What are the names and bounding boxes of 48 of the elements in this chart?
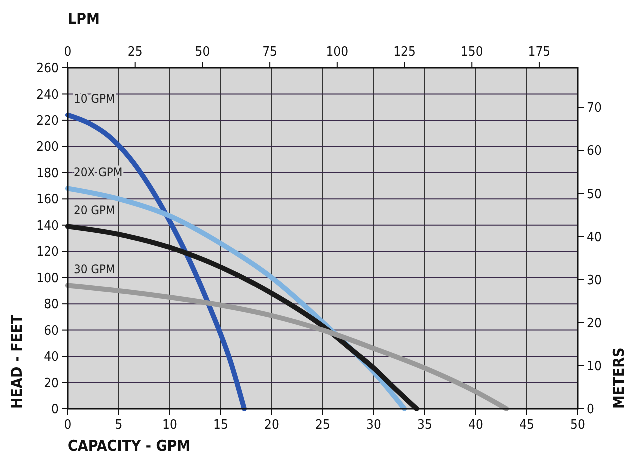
y-tick-label: 160	[36, 192, 59, 208]
x-tick-label: 30	[366, 418, 382, 433]
x-tick-label: 10	[162, 418, 178, 433]
y-tick-label: 180	[36, 166, 59, 182]
x2-tick-label: 175	[528, 45, 551, 60]
x-tick-label: 40	[468, 418, 484, 433]
y-axis-title: HEAD - FEET	[8, 314, 26, 409]
y-tick-label: 260	[36, 62, 59, 77]
x-axis-title: CAPACITY - GPM	[68, 437, 191, 455]
series-label: 20 GPM	[74, 204, 116, 218]
y2-tick-label: 60	[587, 144, 602, 160]
x2-axis-title: LPM	[68, 10, 100, 28]
y2-tick-label: 10	[587, 359, 602, 374]
y-tick-label: 140	[36, 218, 59, 234]
y-tick-label: 100	[36, 271, 59, 286]
y2-tick-label: 40	[587, 230, 602, 246]
x-tick-label: 15	[214, 418, 228, 433]
y-tick-label: 20	[44, 376, 59, 392]
x-tick-label: 35	[418, 418, 432, 433]
y-tick-label: 80	[44, 298, 59, 313]
x-tick-label: 5	[115, 418, 123, 433]
x-tick-label: 0	[64, 418, 72, 433]
x2-tick-label: 75	[262, 45, 278, 60]
y2-tick-label: 50	[587, 187, 602, 202]
x2-tick-label: 150	[460, 45, 484, 60]
series-label: 30 GPM	[74, 262, 116, 277]
x2-tick-label: 50	[195, 45, 210, 60]
y-tick-label: 120	[36, 245, 59, 260]
y-tick-label: 40	[44, 350, 59, 366]
y-tick-label: 220	[36, 114, 59, 130]
x2-tick-label: 125	[394, 45, 416, 60]
x2-tick-label: 0	[64, 45, 72, 60]
x-tick-label: 25	[316, 418, 330, 433]
x2-tick-label: 25	[128, 45, 143, 60]
x-tick-label: 20	[264, 418, 280, 433]
y2-axis-title: METERS	[610, 348, 628, 409]
y2-tick-label: 30	[587, 273, 602, 288]
y2-tick-label: 20	[587, 316, 602, 332]
x-tick-label: 50	[570, 418, 586, 433]
y2-tick-label: 70	[587, 101, 602, 116]
x2-tick-label: 100	[326, 45, 349, 60]
y2-tick-label: 0	[587, 402, 594, 418]
x-tick-label: 45	[520, 418, 534, 433]
y-tick-label: 200	[36, 140, 59, 156]
series-label: 10 GPM	[74, 92, 116, 106]
y-tick-label: 60	[44, 324, 59, 339]
y-tick-label: 0	[52, 402, 59, 418]
y-tick-label: 240	[36, 88, 59, 103]
